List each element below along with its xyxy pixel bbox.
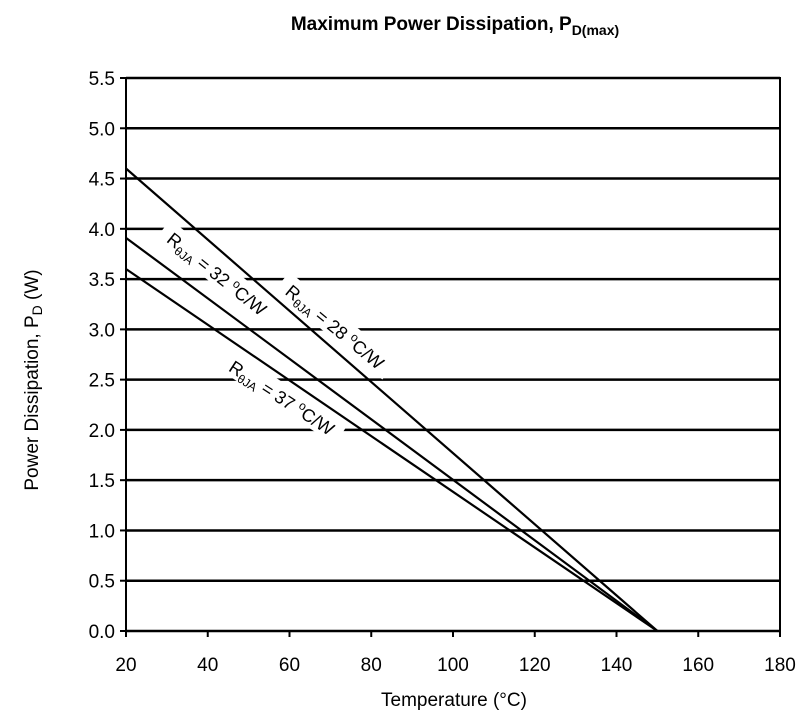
chart-title: Maximum Power Dissipation, PD(max) [291, 14, 619, 38]
horizontal-grid-lines [126, 76, 780, 633]
y-tick-label: 4.0 [89, 220, 115, 241]
y-tick-label: 0.5 [89, 572, 115, 593]
y-axis-ticks: 0.0 0.5 1.0 1.5 2.0 2.5 3.0 3.5 4.0 4.5 5.0 5.5 [89, 69, 126, 643]
y-tick-label: 0.0 [89, 622, 115, 643]
series-line-1 [125, 236, 659, 632]
y-tick-label: 2.0 [89, 421, 115, 442]
series-line-2 [125, 268, 658, 632]
y-tick-label: 5.0 [89, 119, 115, 140]
x-tick-label: 60 [279, 655, 300, 676]
y-tick-label: 1.5 [89, 471, 115, 492]
svg-text:RθJA = 32 oC/W: RθJA = 32 oC/W [161, 227, 271, 322]
x-tick-label: 180 [764, 655, 796, 676]
series-label-32: RθJA = 32 oC/W [155, 219, 281, 326]
x-tick-label: 40 [197, 655, 218, 676]
x-tick-label: 120 [519, 655, 551, 676]
x-tick-label: 140 [601, 655, 633, 676]
x-axis-label: Temperature (°C) [381, 690, 527, 711]
svg-text:RθJA = 28 oC/W: RθJA = 28 oC/W [280, 280, 389, 376]
y-tick-label: 3.0 [89, 320, 115, 341]
y-tick-label: 4.5 [89, 170, 115, 191]
x-tick-label: 100 [437, 655, 469, 676]
x-tick-label: 160 [682, 655, 714, 676]
y-tick-label: 2.5 [89, 371, 115, 392]
series-label-28: RθJA = 28 oC/W [274, 271, 398, 380]
y-axis-label: Power Dissipation, PD (W) [22, 269, 45, 490]
plot-frame [125, 77, 781, 632]
y-tick-label: 5.5 [89, 69, 115, 90]
x-axis-ticks: 20 40 60 80 100 120 140 160 180 [115, 631, 796, 676]
x-tick-label: 20 [115, 655, 136, 676]
y-tick-label: 1.0 [89, 521, 115, 542]
series-line-0 [125, 167, 659, 632]
y-tick-label: 3.5 [89, 270, 115, 291]
x-tick-label: 80 [361, 655, 382, 676]
series-lines [125, 167, 659, 632]
series-label-37: RθJA = 37 oC/W [217, 348, 348, 445]
